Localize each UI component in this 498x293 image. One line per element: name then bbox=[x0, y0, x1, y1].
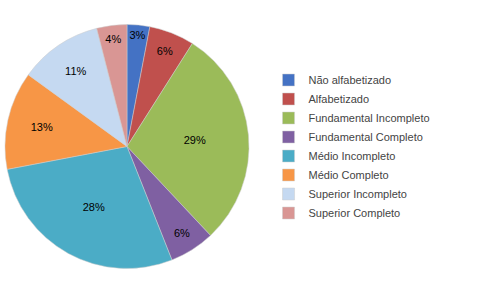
svg-text:6%: 6% bbox=[157, 45, 173, 57]
svg-text:3%: 3% bbox=[129, 29, 145, 41]
svg-text:Médio Completo: Médio Completo bbox=[309, 169, 389, 181]
svg-text:11%: 11% bbox=[65, 65, 86, 77]
svg-text:Médio Incompleto: Médio Incompleto bbox=[309, 150, 396, 162]
svg-text:13%: 13% bbox=[31, 121, 53, 133]
svg-text:Superior Incompleto: Superior Incompleto bbox=[309, 188, 407, 200]
svg-text:4%: 4% bbox=[105, 33, 121, 45]
svg-text:Não alfabetizado: Não alfabetizado bbox=[309, 74, 392, 86]
svg-text:29%: 29% bbox=[184, 134, 206, 146]
svg-text:Superior Completo: Superior Completo bbox=[309, 207, 401, 219]
svg-text:Alfabetizado: Alfabetizado bbox=[309, 93, 370, 105]
svg-text:28%: 28% bbox=[83, 201, 105, 213]
svg-text:Fundamental Completo: Fundamental Completo bbox=[309, 131, 423, 143]
svg-text:6%: 6% bbox=[174, 227, 190, 239]
svg-text:Fundamental Incompleto: Fundamental Incompleto bbox=[309, 112, 430, 124]
